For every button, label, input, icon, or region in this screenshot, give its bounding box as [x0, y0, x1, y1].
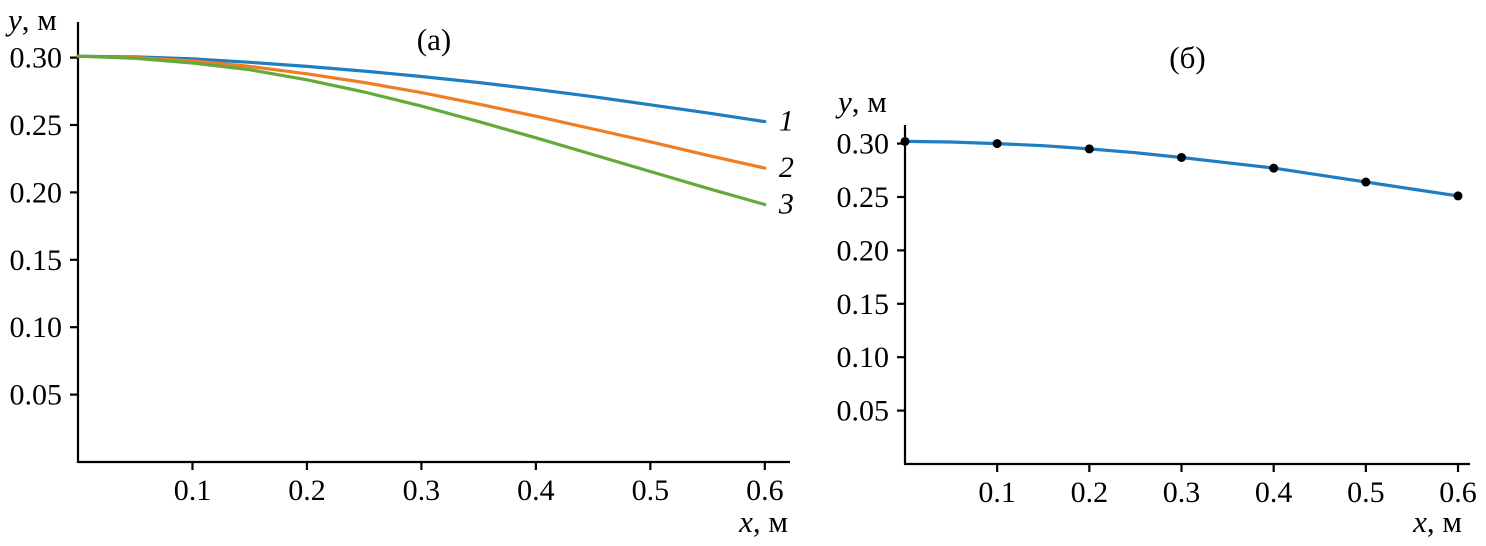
curve-label-1: 1	[779, 105, 794, 138]
chart-b-x-var: x	[1413, 504, 1427, 539]
y-tick-label: 0.30	[837, 128, 890, 161]
x-tick-label: 0.6	[1439, 476, 1477, 509]
chart-a-y-var: y	[8, 2, 22, 37]
chart-b-title: (б)	[1169, 40, 1206, 75]
chart-b-x-unit: , м	[1426, 504, 1462, 539]
y-tick-label: 0.20	[837, 234, 890, 267]
data-point-marker	[992, 139, 1002, 149]
chart-b-y-axis-label: y, м	[838, 84, 887, 120]
y-tick-label: 0.10	[837, 341, 890, 374]
x-tick-label: 0.5	[1347, 476, 1385, 509]
y-tick-label: 0.15	[10, 244, 63, 277]
x-tick-label: 0.6	[746, 474, 784, 507]
chart-a-y-unit: , м	[21, 2, 57, 37]
x-tick-label: 0.2	[1071, 476, 1109, 509]
y-tick-label: 0.25	[10, 109, 63, 142]
x-tick-label: 0.3	[1163, 476, 1201, 509]
chart-b-x-axis-label: x, м	[1413, 504, 1462, 540]
x-tick-label: 0.3	[403, 474, 441, 507]
data-point-marker	[1361, 177, 1371, 187]
x-tick-label: 0.1	[978, 476, 1016, 509]
data-point-marker	[1269, 163, 1279, 173]
data-point-marker	[1084, 144, 1094, 154]
y-tick-label: 0.10	[10, 311, 63, 344]
x-tick-label: 0.5	[632, 474, 670, 507]
curve-2	[76, 54, 767, 170]
y-tick-label: 0.25	[837, 181, 890, 214]
curve-label-3: 3	[778, 188, 794, 221]
chart-a-plot: 0.1 0.2 0.3 0.4 0.5 0.6 0.05 0.10 0.15 0.20 0.25 0.…	[10, 22, 794, 507]
curve-1	[76, 54, 767, 124]
curve-1	[903, 139, 1460, 198]
chart-b-y-var: y	[838, 84, 852, 119]
x-tick-label: 0.4	[1255, 476, 1293, 509]
y-tick-label: 0.15	[837, 288, 890, 321]
chart-b-panel: (б) y, м x, м 0.1 0.2 0.3 0.4 0.5 0.6 0.05 0.10…	[800, 0, 1486, 546]
chart-a-x-axis-label: x, м	[739, 504, 788, 540]
chart-a-y-axis-label: y, м	[8, 2, 57, 38]
y-tick-label: 0.05	[10, 379, 63, 412]
chart-a-panel: (а) y, м x, м 0.1 0.2 0.3 0.4 0.5 0.6 0.05 0.10…	[8, 2, 794, 540]
x-tick-label: 0.4	[517, 474, 555, 507]
chart-b-plot: 0.1 0.2 0.3 0.4 0.5 0.6 0.05 0.10 0.15 0.20 0.25 0.…	[837, 125, 1477, 509]
curve-3	[76, 54, 767, 207]
x-tick-label: 0.1	[174, 474, 212, 507]
data-point-marker	[1453, 191, 1463, 201]
chart-a-x-var: x	[739, 504, 753, 539]
y-tick-label: 0.05	[837, 395, 890, 428]
data-point-marker	[900, 136, 910, 146]
y-tick-label: 0.30	[10, 42, 63, 75]
y-tick-label: 0.20	[10, 176, 63, 209]
x-tick-label: 0.2	[288, 474, 326, 507]
curve-label-2: 2	[779, 151, 794, 184]
data-point-marker	[1177, 152, 1187, 162]
chart-b-y-unit: , м	[851, 84, 887, 119]
chart-a-title: (а)	[416, 22, 452, 57]
chart-a-x-unit: , м	[752, 504, 788, 539]
